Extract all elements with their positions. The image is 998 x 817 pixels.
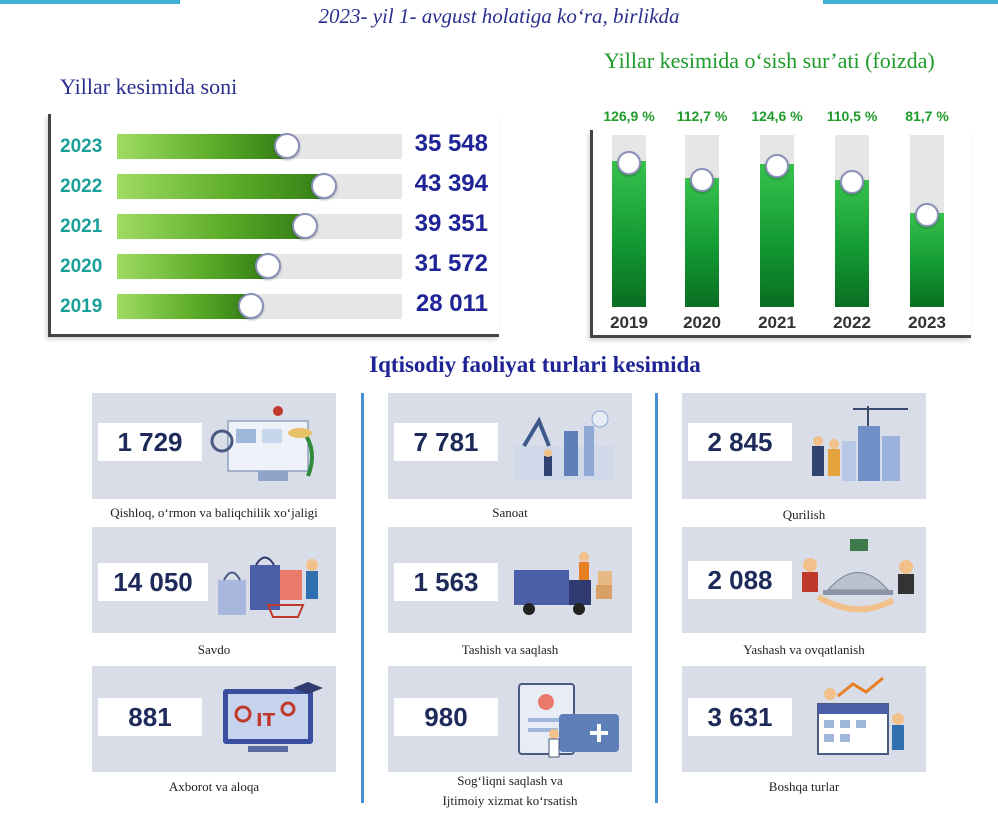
bar-year-label: 2019	[610, 313, 648, 332]
bar-year-label: 2020	[60, 256, 103, 277]
shopping-illustration-icon	[218, 556, 318, 618]
card-caption: Boshqa turlar	[768, 779, 840, 794]
bar-track	[117, 173, 402, 199]
medical-illustration-icon	[518, 683, 619, 758]
bar	[117, 174, 323, 199]
agriculture-illustration-icon	[210, 406, 314, 481]
card-health: 980	[388, 666, 632, 772]
card-trade: 14 050	[92, 527, 336, 633]
bar-knob	[765, 154, 789, 178]
bar-percent-label: 110,5 %	[826, 108, 878, 124]
bar-year-label: 2020	[683, 313, 721, 332]
bar-year-label: 2023	[60, 136, 103, 157]
bar-knob	[274, 133, 300, 159]
bar-track	[117, 293, 402, 319]
hotel-food-illustration-icon	[802, 539, 914, 613]
bar-year-label: 2023	[908, 313, 946, 332]
card-caption: Sog‘liqni saqlash va	[457, 773, 563, 788]
bar-percent-label: 112,7 %	[676, 108, 728, 124]
left-chart-title: Yillar kesimida soni	[60, 74, 238, 99]
bar-year-label: 2022	[60, 176, 103, 197]
bar-knob	[617, 151, 641, 175]
top-accent-line-left	[0, 0, 180, 4]
card-caption: Savdo	[197, 642, 231, 657]
bar-knob	[238, 293, 264, 319]
it-illustration-icon: IT	[223, 682, 323, 752]
right-chart-title: Yillar kesimida o‘sish sur’ati (foizda)	[604, 48, 935, 73]
right-chart-frame	[590, 130, 971, 338]
bar-knob	[840, 170, 864, 194]
left-chart-frame	[48, 114, 499, 337]
bar	[117, 254, 267, 279]
bar	[910, 213, 944, 307]
bar-knob	[255, 253, 281, 279]
column-divider	[655, 393, 658, 803]
bar-value-label: 35 548	[414, 130, 488, 157]
card-value: 2 845	[688, 423, 792, 461]
bar-value-label: 28 011	[415, 290, 488, 317]
card-caption: Axborot va aloqa	[168, 779, 260, 794]
card-accommodation: 2 088	[682, 527, 926, 633]
bar-knob	[292, 213, 318, 239]
bar-year-label: 2021	[60, 216, 103, 237]
bar-value-label: 31 572	[414, 250, 488, 277]
bar-track	[117, 133, 402, 159]
section-title: Iqtisodiy faoliyat turlari kesimida	[369, 352, 701, 377]
bar-knob	[915, 203, 939, 227]
bar-track	[760, 135, 794, 307]
column-divider	[361, 393, 364, 803]
bar	[760, 164, 794, 307]
bar-track	[910, 135, 944, 307]
card-value: 881	[98, 698, 202, 736]
card-caption: Sanoat	[492, 505, 528, 520]
card-value: 14 050	[98, 563, 208, 601]
bar-year-label: 2019	[60, 296, 103, 317]
bar	[685, 178, 719, 307]
card-value: 2 088	[688, 561, 792, 599]
card-construction: 2 845	[682, 393, 926, 499]
calendar-chart-illustration-icon	[817, 676, 904, 755]
truck-illustration-icon	[514, 552, 612, 615]
card-value: 980	[394, 698, 498, 736]
card-value: 7 781	[394, 423, 498, 461]
bar	[117, 214, 304, 239]
bar-track	[685, 135, 719, 307]
bar-track	[835, 135, 869, 307]
card-value: 1 729	[98, 423, 202, 461]
bar-percent-label: 126,9 %	[603, 108, 655, 124]
bar-track	[117, 213, 402, 239]
bar	[117, 134, 286, 159]
bar-knob	[690, 168, 714, 192]
bar-year-label: 2021	[758, 313, 796, 332]
card-transport: 1 563	[388, 527, 632, 633]
bar	[117, 294, 250, 319]
card-caption: Tashish va saqlash	[461, 642, 559, 657]
bar-value-label: 43 394	[414, 170, 488, 197]
card-caption: Qurilish	[782, 507, 826, 522]
card-caption: Yashash va ovqatlanish	[743, 642, 865, 657]
bar-year-label: 2022	[833, 313, 871, 332]
card-industry: 7 781	[388, 393, 632, 499]
card-caption: Qishloq, o‘rmon va baliqchilik xo‘jaligi	[110, 505, 318, 520]
bar-knob	[311, 173, 337, 199]
card-ict: 881 IT	[92, 666, 336, 772]
construction-illustration-icon	[812, 406, 908, 481]
bar-track	[117, 253, 402, 279]
card-other: 3 631	[682, 666, 926, 772]
bar-percent-label: 81,7 %	[905, 108, 949, 124]
card-value: 3 631	[688, 698, 792, 736]
page-subtitle: 2023- yil 1- avgust holatiga ko‘ra, birl…	[318, 4, 680, 28]
bar-value-label: 39 351	[414, 210, 488, 237]
bar	[835, 180, 869, 307]
card-agriculture: 1 729	[92, 393, 336, 499]
bar	[612, 161, 646, 307]
svg-text:IT: IT	[256, 710, 276, 731]
factory-illustration-icon	[514, 410, 614, 481]
card-value: 1 563	[394, 563, 498, 601]
card-caption-line2: Ijtimoiy xizmat ko‘rsatish	[442, 793, 578, 808]
top-accent-line-right	[823, 0, 998, 4]
bar-track	[612, 135, 646, 307]
bar-percent-label: 124,6 %	[751, 108, 803, 124]
